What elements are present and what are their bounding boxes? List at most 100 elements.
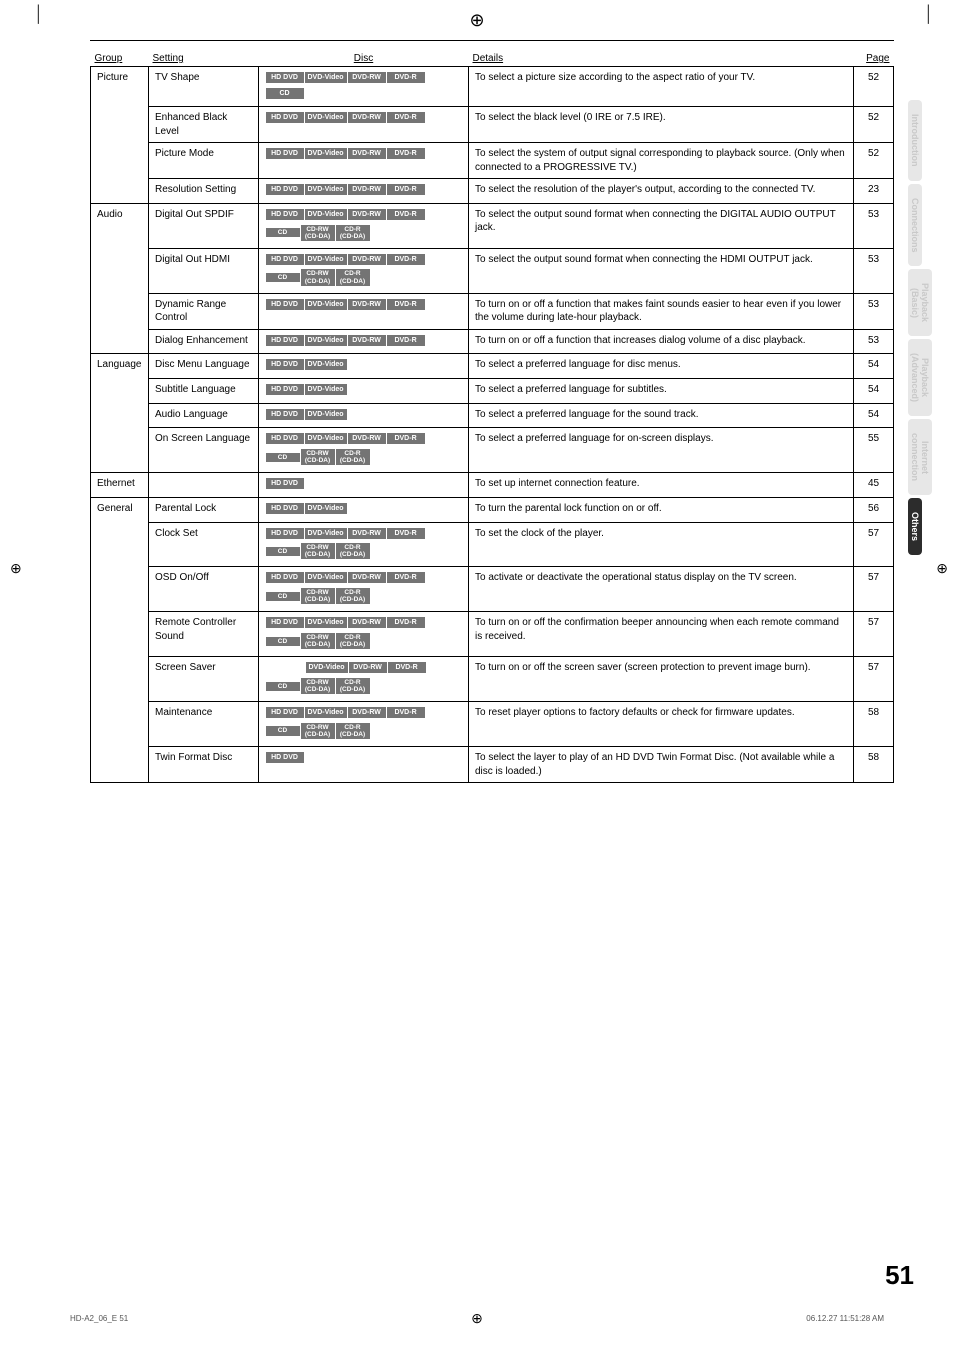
badge-dvdvideo: DVD-Video [305, 209, 347, 220]
badge-dvdrw: DVD-RW [348, 72, 386, 83]
top-rule [90, 40, 894, 41]
side-tab: Connections [908, 184, 922, 267]
badge-cdrw: CD-RW(CD-DA) [301, 633, 335, 649]
details-cell: To select the output sound format when c… [469, 203, 854, 248]
disc-cell: HD DVDDVD-VideoDVD-RWDVD-RCDCD-RW(CD-DA)… [259, 567, 469, 612]
badge-dvdvideo: DVD-Video [305, 707, 347, 718]
badge-dvdr: DVD-R [388, 662, 426, 673]
disc-cell: HD DVD [259, 473, 469, 498]
table-row: Digital Out HDMIHD DVDDVD-VideoDVD-RWDVD… [91, 248, 894, 293]
disc-cell: HD DVDDVD-Video [259, 379, 469, 404]
setting-cell: Resolution Setting [149, 179, 259, 204]
badge-cdrw: CD-RW(CD-DA) [301, 225, 335, 241]
table-row: Screen SaverDVD-VideoDVD-RWDVD-RCDCD-RW(… [91, 657, 894, 702]
details-cell: To select the system of output signal co… [469, 143, 854, 179]
header-setting: Setting [149, 51, 259, 67]
details-cell: To select a preferred language for subti… [469, 379, 854, 404]
setting-cell: Subtitle Language [149, 379, 259, 404]
setting-cell: Enhanced Black Level [149, 107, 259, 143]
badge-dvdvideo: DVD-Video [305, 184, 347, 195]
side-tab: Introduction [908, 100, 922, 181]
corner-mark-tl: │ [34, 6, 44, 24]
page-cell: 54 [854, 379, 894, 404]
badge-cd: CD [266, 682, 300, 691]
registration-mark-bottom: ⊕ [471, 1310, 483, 1327]
badge-cd: CD [266, 547, 300, 556]
table-row: Remote Controller SoundHD DVDDVD-VideoDV… [91, 612, 894, 657]
badge-dvdvideo: DVD-Video [305, 299, 347, 310]
badge-hddvd: HD DVD [266, 335, 304, 346]
badge-cdrw: CD-RW(CD-DA) [301, 449, 335, 465]
disc-cell: HD DVDDVD-VideoDVD-RWDVD-R [259, 293, 469, 329]
setting-cell: TV Shape [149, 67, 259, 107]
header-page: Page [854, 51, 894, 67]
page-cell: 58 [854, 702, 894, 747]
page-cell: 55 [854, 428, 894, 473]
badge-cd: CD [266, 273, 300, 282]
details-cell: To select a picture size according to th… [469, 67, 854, 107]
page-cell: 54 [854, 403, 894, 428]
table-row: GeneralParental LockHD DVDDVD-VideoTo tu… [91, 497, 894, 522]
disc-cell: HD DVDDVD-VideoDVD-RWDVD-R [259, 179, 469, 204]
group-cell: Language [91, 354, 149, 473]
setting-cell: Dynamic Range Control [149, 293, 259, 329]
side-tab: Playback(Basic) [908, 269, 932, 336]
badge-dvdr: DVD-R [387, 299, 425, 310]
page-number: 51 [885, 1260, 914, 1291]
details-cell: To select a preferred language for on-sc… [469, 428, 854, 473]
badge-dvdvideo: DVD-Video [305, 572, 347, 583]
badge-dvdrw: DVD-RW [349, 662, 387, 673]
table-row: Dynamic Range ControlHD DVDDVD-VideoDVD-… [91, 293, 894, 329]
badge-cdrw: CD-RW(CD-DA) [301, 269, 335, 285]
badge-dvdr: DVD-R [387, 528, 425, 539]
details-cell: To turn the parental lock function on or… [469, 497, 854, 522]
badge-cdr: CD-R(CD-DA) [336, 269, 370, 285]
badge-cd: CD [266, 637, 300, 646]
table-row: Twin Format DiscHD DVDTo select the laye… [91, 747, 894, 783]
badge-cd: CD [266, 592, 300, 601]
badge-dvdr: DVD-R [387, 148, 425, 159]
corner-mark-tr: │ [924, 6, 934, 24]
page-cell: 45 [854, 473, 894, 498]
badge-dvdrw: DVD-RW [348, 617, 386, 628]
badge-dvdr: DVD-R [387, 335, 425, 346]
badge-dvdrw: DVD-RW [348, 299, 386, 310]
disc-cell: HD DVDDVD-VideoDVD-RWDVD-RCD [259, 67, 469, 107]
badge-cdrw: CD-RW(CD-DA) [301, 678, 335, 694]
group-cell: Ethernet [91, 473, 149, 498]
details-cell: To activate or deactivate the operationa… [469, 567, 854, 612]
details-cell: To set the clock of the player. [469, 522, 854, 567]
setting-cell: Screen Saver [149, 657, 259, 702]
setting-cell: Picture Mode [149, 143, 259, 179]
badge-dvdvideo: DVD-Video [305, 335, 347, 346]
details-cell: To turn on or off a function that increa… [469, 329, 854, 354]
badge-dvdvideo: DVD-Video [305, 148, 347, 159]
badge-dvdr: DVD-R [387, 184, 425, 195]
badge-hddvd: HD DVD [266, 148, 304, 159]
badge-cd: CD [266, 228, 300, 237]
details-cell: To select the output sound format when c… [469, 248, 854, 293]
badge-dvdvideo: DVD-Video [305, 409, 347, 420]
setting-cell: Parental Lock [149, 497, 259, 522]
badge-hddvd: HD DVD [266, 433, 304, 444]
page-cell: 58 [854, 747, 894, 783]
setting-cell: Digital Out HDMI [149, 248, 259, 293]
disc-cell: HD DVDDVD-VideoDVD-RWDVD-RCDCD-RW(CD-DA)… [259, 702, 469, 747]
disc-cell: HD DVDDVD-VideoDVD-RWDVD-R [259, 143, 469, 179]
details-cell: To set up internet connection feature. [469, 473, 854, 498]
badge-cdr: CD-R(CD-DA) [336, 633, 370, 649]
badge-hddvd: HD DVD [266, 299, 304, 310]
badge-dvdr: DVD-R [387, 707, 425, 718]
table-row: Resolution SettingHD DVDDVD-VideoDVD-RWD… [91, 179, 894, 204]
setting-cell: On Screen Language [149, 428, 259, 473]
badge-dvdr: DVD-R [387, 209, 425, 220]
badge-dvdr: DVD-R [387, 72, 425, 83]
table-row: On Screen LanguageHD DVDDVD-VideoDVD-RWD… [91, 428, 894, 473]
setting-cell [149, 473, 259, 498]
disc-cell: HD DVDDVD-Video [259, 497, 469, 522]
group-cell: General [91, 497, 149, 782]
details-cell: To turn on or off the confirmation beepe… [469, 612, 854, 657]
side-tab: Others [908, 498, 922, 555]
badge-hddvd: HD DVD [266, 72, 304, 83]
badge-dvdrw: DVD-RW [348, 707, 386, 718]
